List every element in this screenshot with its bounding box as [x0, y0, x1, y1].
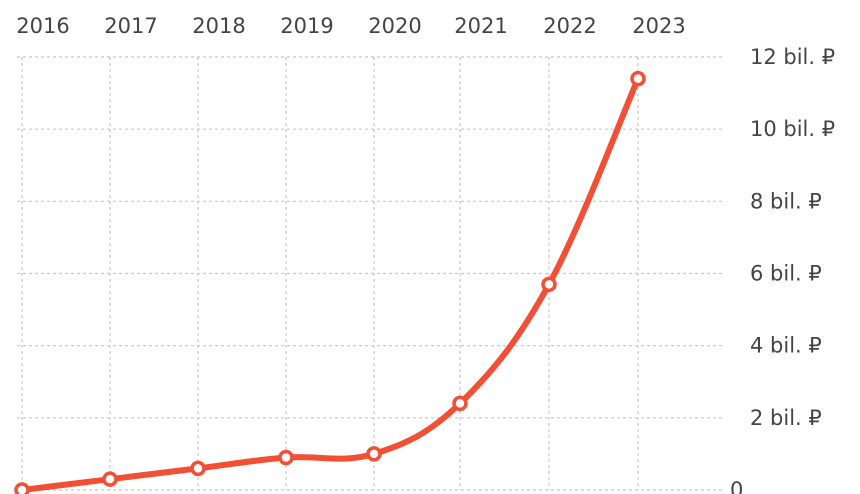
data-point [102, 471, 118, 487]
y-tick-label: 12 bil. ₽ [750, 45, 835, 69]
data-point [541, 276, 557, 293]
x-tick-label: 2017 [104, 14, 157, 38]
y-axis-tick-labels: 12 bil. ₽ 10 bil. ₽ 8 bil. ₽ 6 bil. ₽ 4 bil.… [730, 45, 835, 494]
y-tick-label: 4 bil. ₽ [750, 334, 822, 358]
y-tick-label: 8 bil. ₽ [750, 189, 822, 213]
data-point [190, 460, 206, 477]
data-point [452, 395, 468, 412]
x-tick-label: 2016 [16, 14, 69, 38]
x-tick-label: 2023 [632, 14, 685, 38]
x-tick-label: 2022 [543, 14, 596, 38]
x-tick-label: 2018 [192, 14, 245, 38]
y-tick-label: 0 [730, 478, 743, 494]
x-tick-label: 2020 [368, 14, 421, 38]
y-tick-label: 10 bil. ₽ [750, 117, 835, 141]
x-tick-label: 2019 [280, 14, 333, 38]
series-layer [14, 70, 646, 494]
x-axis-tick-labels: 2016 2017 2018 2019 2020 2021 2022 2023 [16, 14, 685, 38]
data-point [278, 449, 294, 466]
grid [17, 56, 722, 491]
y-tick-label: 2 bil. ₽ [750, 406, 822, 430]
data-point [630, 70, 646, 87]
y-tick-label: 6 bil. ₽ [750, 262, 822, 286]
data-point [366, 446, 382, 462]
data-point [14, 482, 30, 494]
x-tick-label: 2021 [454, 14, 507, 38]
